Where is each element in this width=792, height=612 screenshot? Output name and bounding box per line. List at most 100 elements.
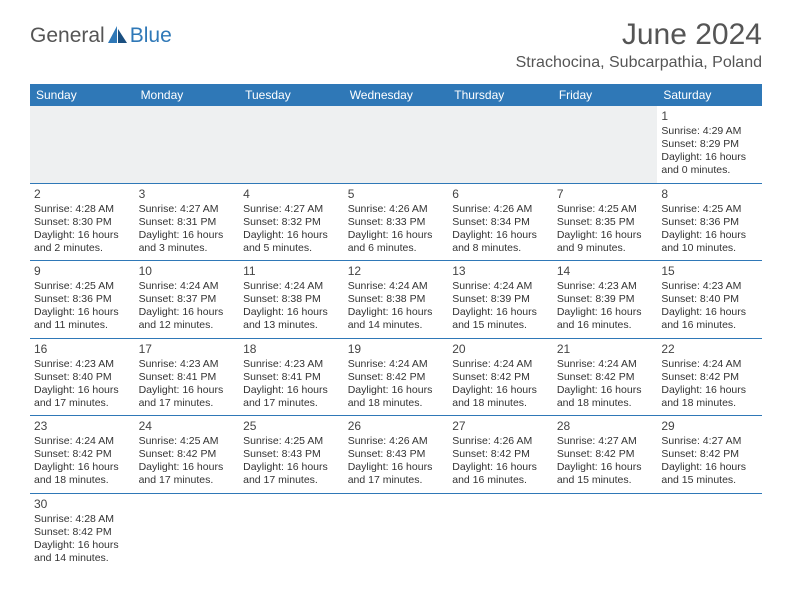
sunrise-text: Sunrise: 4:24 AM xyxy=(139,280,236,293)
daylight-text: Daylight: 16 hours xyxy=(348,306,445,319)
calendar-cell: 12Sunrise: 4:24 AMSunset: 8:38 PMDayligh… xyxy=(344,261,449,339)
daylight-text: Daylight: 16 hours xyxy=(34,229,131,242)
sunrise-text: Sunrise: 4:26 AM xyxy=(348,203,445,216)
daylight-text: Daylight: 16 hours xyxy=(452,306,549,319)
day-number: 16 xyxy=(34,342,131,357)
calendar-cell: 14Sunrise: 4:23 AMSunset: 8:39 PMDayligh… xyxy=(553,261,658,339)
daylight-text: and 18 minutes. xyxy=(452,397,549,410)
daylight-text: and 17 minutes. xyxy=(348,474,445,487)
daylight-text: Daylight: 16 hours xyxy=(661,229,758,242)
calendar-cell: 8Sunrise: 4:25 AMSunset: 8:36 PMDaylight… xyxy=(657,183,762,261)
day-number: 28 xyxy=(557,419,654,434)
sunrise-text: Sunrise: 4:29 AM xyxy=(661,125,758,138)
sunset-text: Sunset: 8:32 PM xyxy=(243,216,340,229)
daylight-text: and 15 minutes. xyxy=(452,319,549,332)
sunset-text: Sunset: 8:43 PM xyxy=(243,448,340,461)
calendar-cell-empty xyxy=(448,493,553,570)
calendar-cell: 11Sunrise: 4:24 AMSunset: 8:38 PMDayligh… xyxy=(239,261,344,339)
day-number: 23 xyxy=(34,419,131,434)
sunset-text: Sunset: 8:43 PM xyxy=(348,448,445,461)
calendar-cell: 25Sunrise: 4:25 AMSunset: 8:43 PMDayligh… xyxy=(239,416,344,494)
daylight-text: Daylight: 16 hours xyxy=(557,384,654,397)
daylight-text: and 3 minutes. xyxy=(139,242,236,255)
calendar-cell: 28Sunrise: 4:27 AMSunset: 8:42 PMDayligh… xyxy=(553,416,658,494)
calendar-row: 16Sunrise: 4:23 AMSunset: 8:40 PMDayligh… xyxy=(30,338,762,416)
sunrise-text: Sunrise: 4:26 AM xyxy=(452,203,549,216)
daylight-text: Daylight: 16 hours xyxy=(34,461,131,474)
calendar-cell: 19Sunrise: 4:24 AMSunset: 8:42 PMDayligh… xyxy=(344,338,449,416)
weekday-header: Thursday xyxy=(448,84,553,106)
sunset-text: Sunset: 8:42 PM xyxy=(452,448,549,461)
daylight-text: Daylight: 16 hours xyxy=(348,384,445,397)
daylight-text: and 15 minutes. xyxy=(661,474,758,487)
calendar-cell-empty xyxy=(657,493,762,570)
daylight-text: Daylight: 16 hours xyxy=(348,229,445,242)
sunrise-text: Sunrise: 4:24 AM xyxy=(452,280,549,293)
day-number: 13 xyxy=(452,264,549,279)
calendar-cell: 18Sunrise: 4:23 AMSunset: 8:41 PMDayligh… xyxy=(239,338,344,416)
sunset-text: Sunset: 8:42 PM xyxy=(557,371,654,384)
weekday-header: Tuesday xyxy=(239,84,344,106)
day-number: 10 xyxy=(139,264,236,279)
sunrise-text: Sunrise: 4:27 AM xyxy=(661,435,758,448)
sunset-text: Sunset: 8:42 PM xyxy=(557,448,654,461)
calendar-row: 2Sunrise: 4:28 AMSunset: 8:30 PMDaylight… xyxy=(30,183,762,261)
day-number: 7 xyxy=(557,187,654,202)
day-number: 3 xyxy=(139,187,236,202)
daylight-text: and 9 minutes. xyxy=(557,242,654,255)
day-number: 20 xyxy=(452,342,549,357)
day-number: 30 xyxy=(34,497,131,512)
day-number: 19 xyxy=(348,342,445,357)
daylight-text: and 16 minutes. xyxy=(557,319,654,332)
header: General Blue June 2024 Strachocina, Subc… xyxy=(30,18,762,72)
day-number: 9 xyxy=(34,264,131,279)
day-number: 15 xyxy=(661,264,758,279)
calendar-cell: 20Sunrise: 4:24 AMSunset: 8:42 PMDayligh… xyxy=(448,338,553,416)
calendar-cell: 22Sunrise: 4:24 AMSunset: 8:42 PMDayligh… xyxy=(657,338,762,416)
daylight-text: and 17 minutes. xyxy=(139,474,236,487)
sunrise-text: Sunrise: 4:27 AM xyxy=(557,435,654,448)
calendar-row: 9Sunrise: 4:25 AMSunset: 8:36 PMDaylight… xyxy=(30,261,762,339)
sunrise-text: Sunrise: 4:25 AM xyxy=(243,435,340,448)
calendar-cell: 3Sunrise: 4:27 AMSunset: 8:31 PMDaylight… xyxy=(135,183,240,261)
sunset-text: Sunset: 8:33 PM xyxy=(348,216,445,229)
daylight-text: and 10 minutes. xyxy=(661,242,758,255)
calendar-cell-empty xyxy=(239,106,344,183)
daylight-text: Daylight: 16 hours xyxy=(557,461,654,474)
calendar-cell: 16Sunrise: 4:23 AMSunset: 8:40 PMDayligh… xyxy=(30,338,135,416)
calendar-cell-empty xyxy=(448,106,553,183)
daylight-text: and 17 minutes. xyxy=(243,474,340,487)
daylight-text: Daylight: 16 hours xyxy=(243,461,340,474)
calendar-cell: 15Sunrise: 4:23 AMSunset: 8:40 PMDayligh… xyxy=(657,261,762,339)
daylight-text: Daylight: 16 hours xyxy=(243,306,340,319)
daylight-text: and 14 minutes. xyxy=(348,319,445,332)
daylight-text: and 17 minutes. xyxy=(34,397,131,410)
sunrise-text: Sunrise: 4:26 AM xyxy=(452,435,549,448)
daylight-text: Daylight: 16 hours xyxy=(452,229,549,242)
location: Strachocina, Subcarpathia, Poland xyxy=(516,54,762,72)
calendar-cell-empty xyxy=(135,106,240,183)
sunset-text: Sunset: 8:42 PM xyxy=(34,448,131,461)
calendar-cell: 6Sunrise: 4:26 AMSunset: 8:34 PMDaylight… xyxy=(448,183,553,261)
sunset-text: Sunset: 8:42 PM xyxy=(661,371,758,384)
day-number: 17 xyxy=(139,342,236,357)
sunrise-text: Sunrise: 4:24 AM xyxy=(452,358,549,371)
calendar-cell: 17Sunrise: 4:23 AMSunset: 8:41 PMDayligh… xyxy=(135,338,240,416)
sunrise-text: Sunrise: 4:23 AM xyxy=(557,280,654,293)
weekday-header: Saturday xyxy=(657,84,762,106)
daylight-text: and 13 minutes. xyxy=(243,319,340,332)
sunset-text: Sunset: 8:29 PM xyxy=(661,138,758,151)
sunset-text: Sunset: 8:39 PM xyxy=(452,293,549,306)
sunset-text: Sunset: 8:42 PM xyxy=(139,448,236,461)
calendar-cell-empty xyxy=(135,493,240,570)
calendar-cell-empty xyxy=(344,493,449,570)
sunrise-text: Sunrise: 4:25 AM xyxy=(661,203,758,216)
calendar-cell: 13Sunrise: 4:24 AMSunset: 8:39 PMDayligh… xyxy=(448,261,553,339)
daylight-text: Daylight: 16 hours xyxy=(557,306,654,319)
sunrise-text: Sunrise: 4:27 AM xyxy=(139,203,236,216)
calendar-cell: 23Sunrise: 4:24 AMSunset: 8:42 PMDayligh… xyxy=(30,416,135,494)
daylight-text: and 18 minutes. xyxy=(34,474,131,487)
calendar-cell: 24Sunrise: 4:25 AMSunset: 8:42 PMDayligh… xyxy=(135,416,240,494)
daylight-text: and 2 minutes. xyxy=(34,242,131,255)
calendar-head: SundayMondayTuesdayWednesdayThursdayFrid… xyxy=(30,84,762,106)
